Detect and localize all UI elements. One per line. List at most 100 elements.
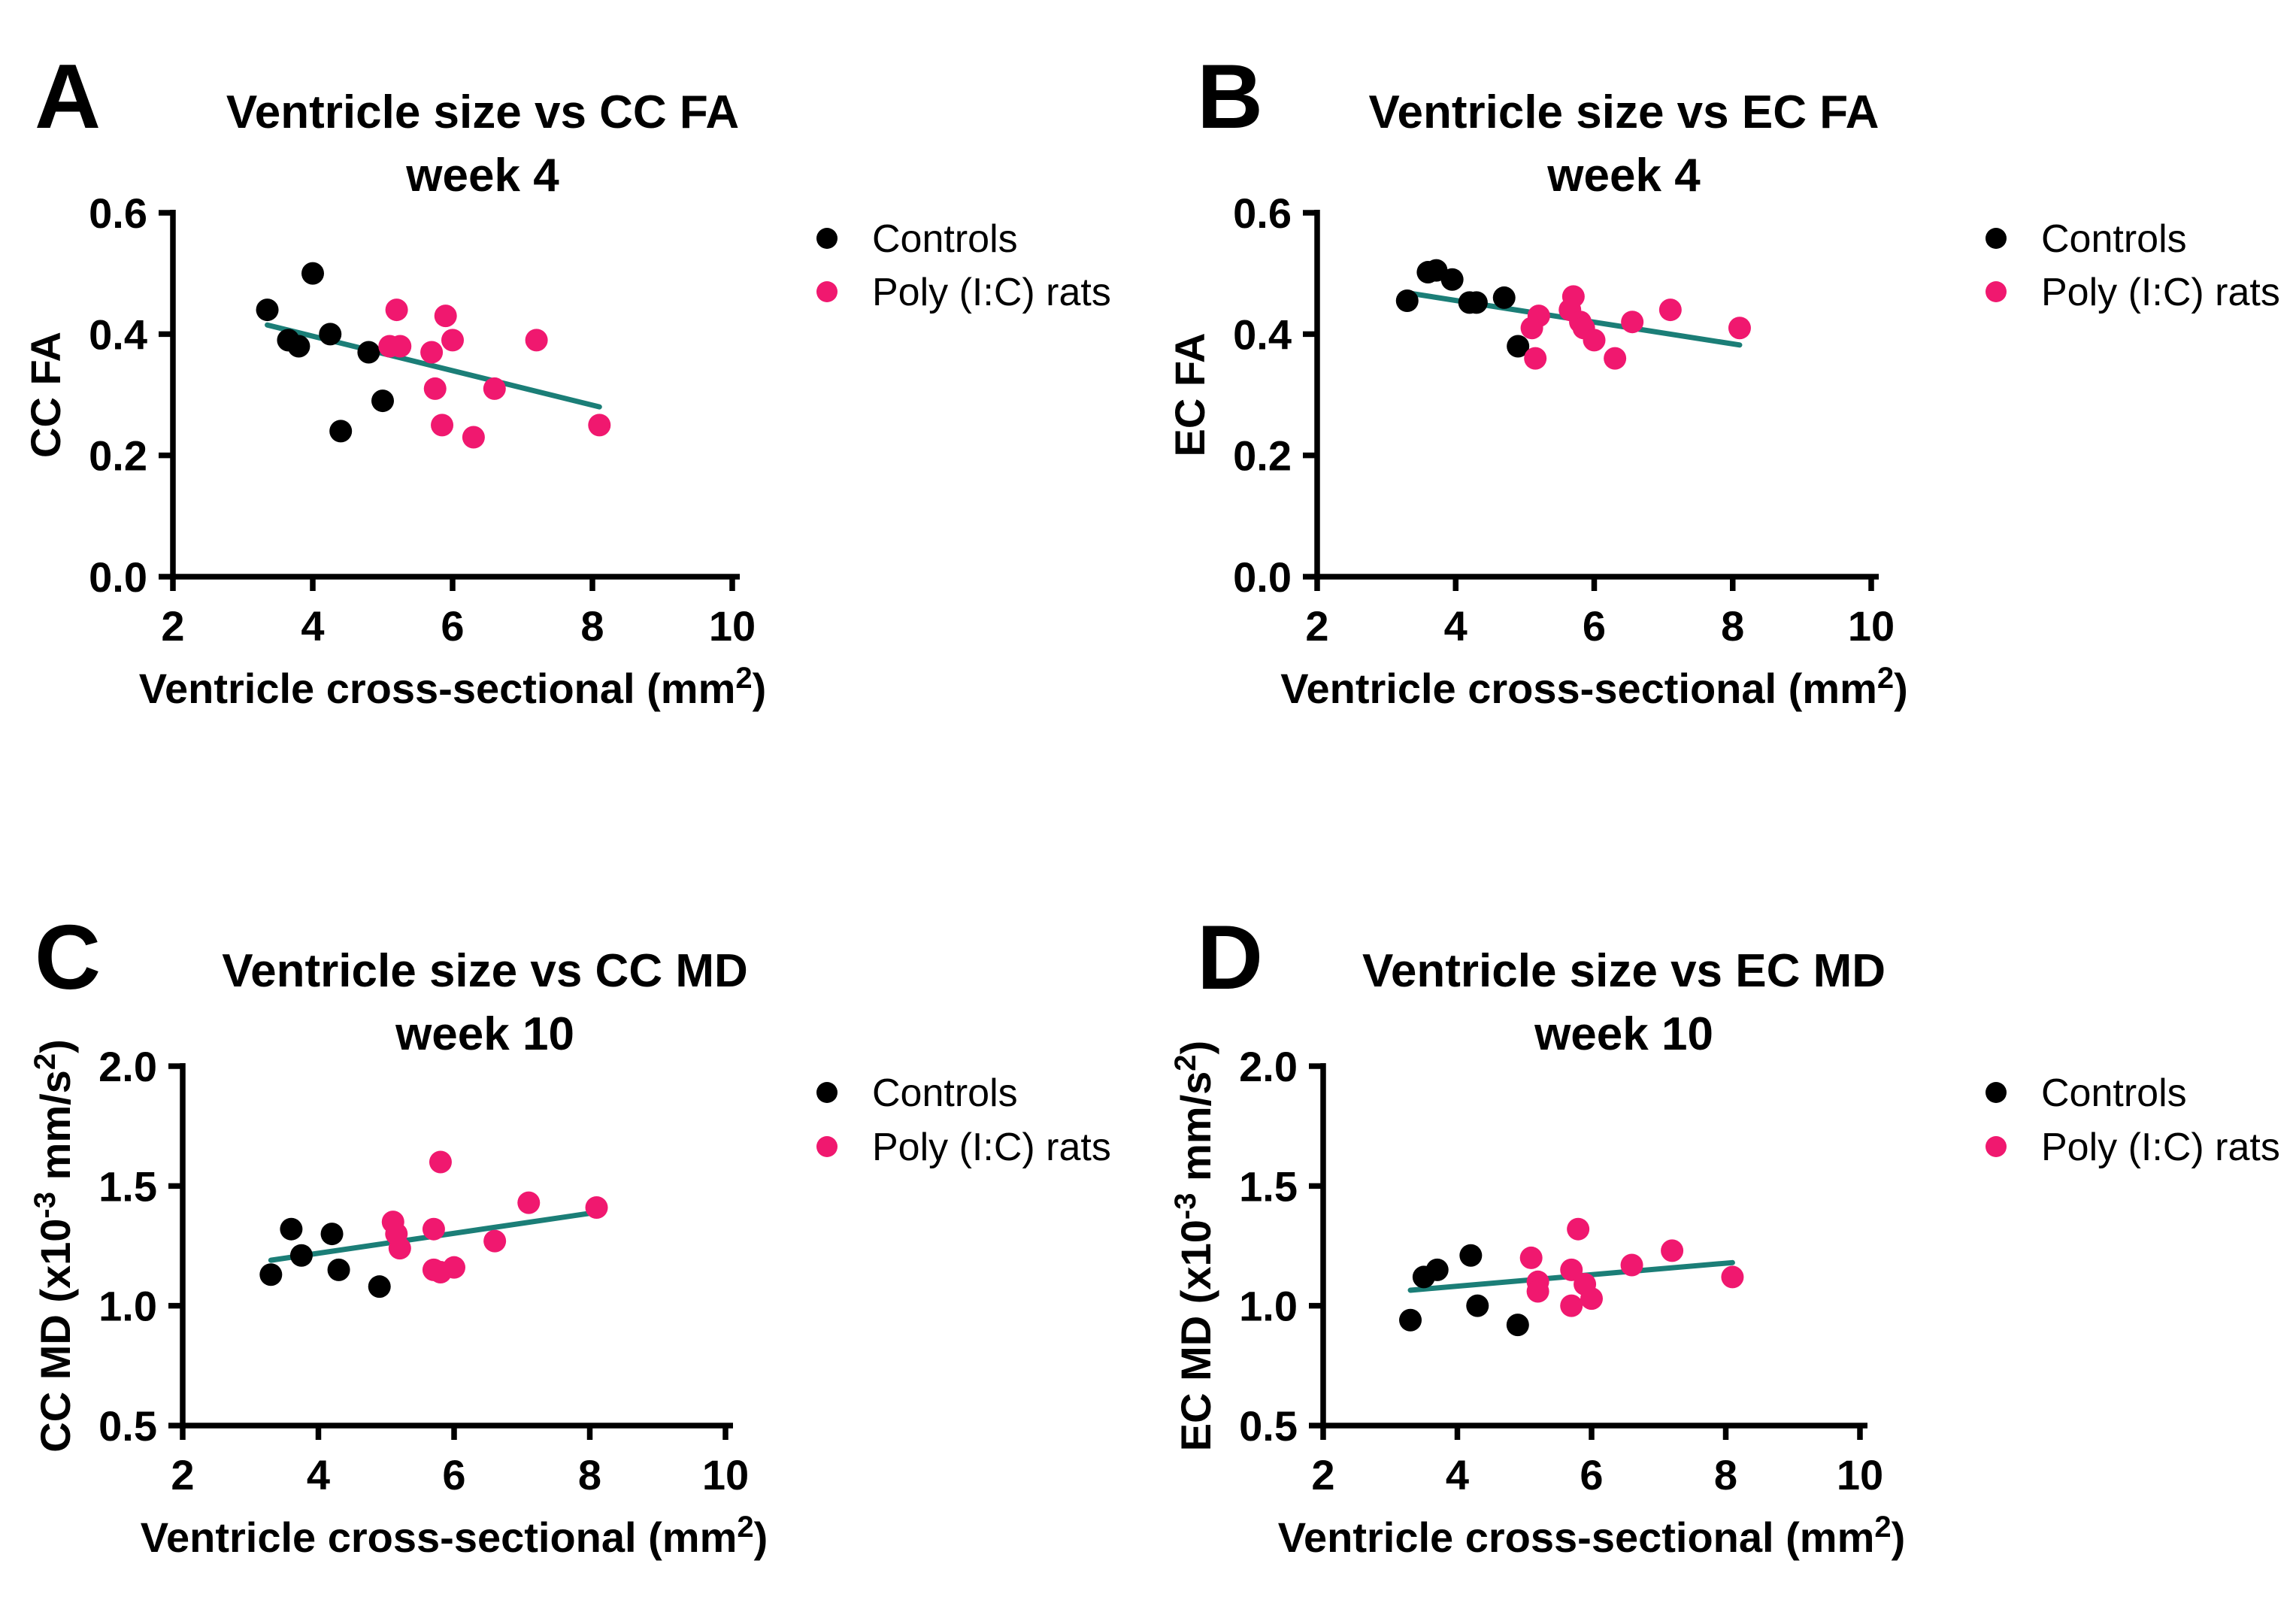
chart-subtitle: week 10 (395, 1008, 574, 1060)
data-point (1526, 1280, 1549, 1303)
series-poly (381, 1150, 608, 1284)
y-tick-label: 2.0 (1239, 1043, 1298, 1090)
data-point (368, 1275, 391, 1299)
panel-C: C Ventricle size vs CC MD week 10 0.5 1.0 1.5… (29, 906, 1111, 1561)
data-point (443, 1256, 465, 1279)
data-point (1661, 1239, 1684, 1262)
x-tick-label: 2 (1305, 602, 1328, 650)
data-point (1621, 311, 1644, 334)
y-tick-label: 1.5 (1239, 1162, 1298, 1210)
data-point (1580, 1287, 1603, 1311)
y-tick-label: 0.4 (1233, 311, 1292, 358)
data-point (280, 1217, 303, 1241)
x-tick-label: 6 (1583, 602, 1606, 650)
y-tick-label: 0.2 (89, 432, 147, 480)
series-controls (1399, 1244, 1529, 1337)
y-axis-label: CC FA (22, 332, 69, 458)
data-point (423, 377, 447, 400)
y-tick-label: 0.0 (1233, 553, 1292, 601)
panel-letter: A (35, 45, 101, 147)
legend-marker-controls (816, 1082, 838, 1103)
data-point (1466, 1294, 1489, 1317)
data-point (1620, 1253, 1643, 1277)
data-point (1560, 1294, 1583, 1317)
x-axis-label: Ventricle cross-sectional (mm2) (141, 1511, 768, 1561)
data-point (431, 414, 454, 437)
data-point (1519, 1246, 1543, 1269)
y-tick-label: 0.6 (89, 189, 147, 237)
data-point (320, 1223, 344, 1246)
data-point (517, 1191, 541, 1214)
data-point (1507, 335, 1530, 358)
x-tick-label: 6 (441, 602, 464, 650)
chart-title: Ventricle size vs CC MD (222, 945, 748, 997)
y-tick-label: 0.2 (1233, 432, 1292, 480)
legend-marker-poly (1986, 1136, 2007, 1157)
series-controls (259, 1217, 391, 1299)
data-point (329, 420, 353, 443)
data-point (1583, 329, 1606, 352)
data-point (462, 426, 485, 449)
data-point (1399, 1308, 1422, 1332)
x-tick-label: 4 (301, 602, 324, 650)
data-point (483, 377, 506, 400)
data-point (1440, 268, 1464, 291)
data-point (1425, 1258, 1449, 1281)
y-tick-label: 0.5 (1239, 1402, 1298, 1450)
series-poly (1519, 1217, 1744, 1317)
data-point (1658, 298, 1682, 322)
data-point (371, 389, 394, 413)
legend-label-poly: Poly (I:C) rats (2041, 271, 2280, 314)
legend-marker-poly (816, 281, 838, 302)
y-tick-label: 0.6 (1233, 189, 1292, 237)
x-tick-label: 2 (161, 602, 184, 650)
panel-letter: C (35, 906, 101, 1008)
data-point (1721, 1265, 1744, 1289)
data-point (388, 1237, 411, 1260)
panel-letter: D (1197, 906, 1263, 1008)
data-point (259, 1263, 283, 1286)
y-tick-label: 0.4 (89, 311, 147, 358)
data-point (319, 323, 342, 346)
legend-label-controls: Controls (872, 1071, 1018, 1115)
panel-A: A Ventricle size vs CC FA week 4 0.0 0.2 0.4 0… (22, 45, 1111, 712)
y-tick-label: 0.0 (89, 553, 147, 601)
legend: Controls Poly (I:C) rats (1986, 1071, 2280, 1169)
chart-title: Ventricle size vs EC MD (1362, 945, 1886, 997)
x-axis-label: Ventricle cross-sectional (mm2) (139, 662, 767, 712)
data-point (429, 1150, 452, 1174)
y-tick-label: 1.0 (1239, 1283, 1298, 1330)
data-point (1560, 1258, 1583, 1281)
x-tick-label: 4 (1444, 602, 1468, 650)
x-axis-label: Ventricle cross-sectional (mm2) (1278, 1511, 1906, 1561)
panel-B: B Ventricle size vs EC FA week 4 0.0 0.2 0.4 0… (1166, 45, 2280, 712)
data-point (434, 305, 457, 328)
data-point (483, 1229, 507, 1253)
legend: Controls Poly (I:C) rats (816, 1071, 1111, 1169)
series-poly (1520, 285, 1751, 370)
panel-D: D Ventricle size vs EC MD week 10 0.5 1.0 1.5… (1169, 906, 2280, 1561)
chart-title: Ventricle size vs CC FA (226, 86, 739, 138)
data-point (1395, 289, 1419, 312)
y-tick-label: 1.5 (98, 1162, 157, 1210)
data-point (289, 1244, 313, 1267)
series-controls (1395, 259, 1530, 358)
x-tick-label: 10 (1837, 1451, 1883, 1499)
chart-subtitle: week 4 (1546, 150, 1701, 202)
data-point (1492, 286, 1516, 309)
y-axis-label: EC MD (x10-3 mm/s2) (1169, 1041, 1219, 1451)
data-point (588, 414, 611, 437)
data-point (357, 341, 380, 364)
data-point (1524, 347, 1547, 370)
data-point (301, 262, 324, 285)
legend-label-controls: Controls (872, 217, 1018, 261)
x-tick-label: 4 (307, 1451, 330, 1499)
legend-label-poly: Poly (I:C) rats (2041, 1126, 2280, 1169)
x-tick-label: 8 (1721, 602, 1744, 650)
legend-marker-controls (1986, 228, 2007, 249)
data-point (256, 298, 279, 322)
x-tick-label: 10 (1848, 602, 1895, 650)
legend-marker-controls (1986, 1082, 2007, 1103)
legend-label-poly: Poly (I:C) rats (872, 271, 1111, 314)
